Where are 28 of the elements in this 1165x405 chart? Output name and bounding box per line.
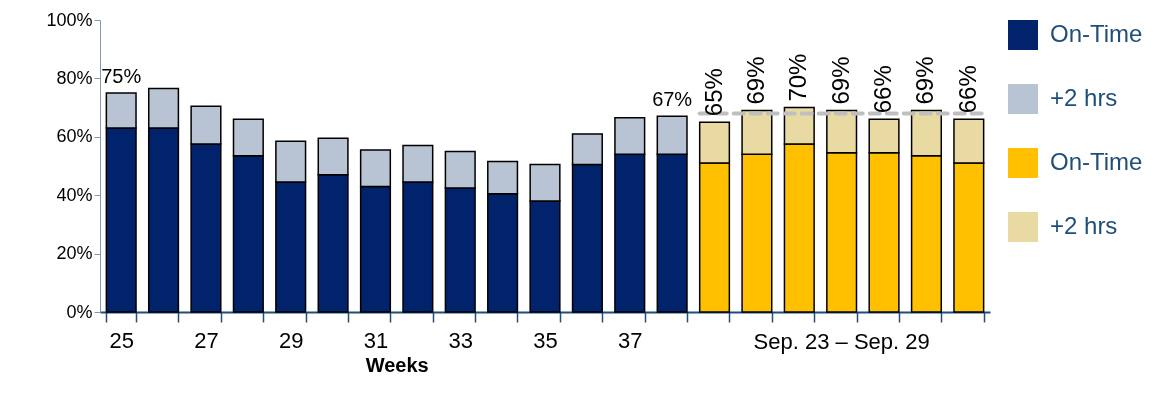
total-label: 70% (784, 53, 812, 102)
y-tick-label: 40% (56, 184, 93, 205)
total-label: 66% (869, 65, 897, 114)
x-tick-label: 29 (278, 327, 304, 353)
x-tick-label: 37 (618, 327, 643, 353)
total-label: 66% (953, 65, 981, 114)
total-label: 69% (911, 56, 939, 105)
legend-label: +2 hrs (1050, 212, 1118, 239)
x-axis-title: Weeks (365, 353, 429, 376)
y-tick-label: 60% (56, 126, 93, 147)
total-label: 65% (699, 68, 727, 117)
legend-label: On-Time (1050, 20, 1143, 47)
x-tick-label: 35 (533, 327, 558, 353)
text: Sep. 23 – Sep. 29 (753, 329, 930, 354)
x-tick-label: 25 (109, 327, 134, 353)
legend-label: On-Time (1050, 148, 1143, 175)
x-tick-label: 33 (448, 327, 473, 353)
y-tick-label: 20% (56, 243, 93, 264)
total-label: 67% (652, 88, 693, 111)
total-label: 69% (826, 56, 854, 105)
legend-label: +2 hrs (1050, 84, 1118, 111)
x-tick-label: 31 (363, 327, 389, 353)
total-label: 69% (741, 56, 769, 105)
y-tick-label: 80% (56, 67, 93, 88)
total-label: 75% (101, 65, 142, 87)
y-tick-label: 100% (46, 9, 93, 30)
y-tick-label: 0% (66, 301, 93, 322)
x-tick-label: 27 (194, 327, 219, 353)
